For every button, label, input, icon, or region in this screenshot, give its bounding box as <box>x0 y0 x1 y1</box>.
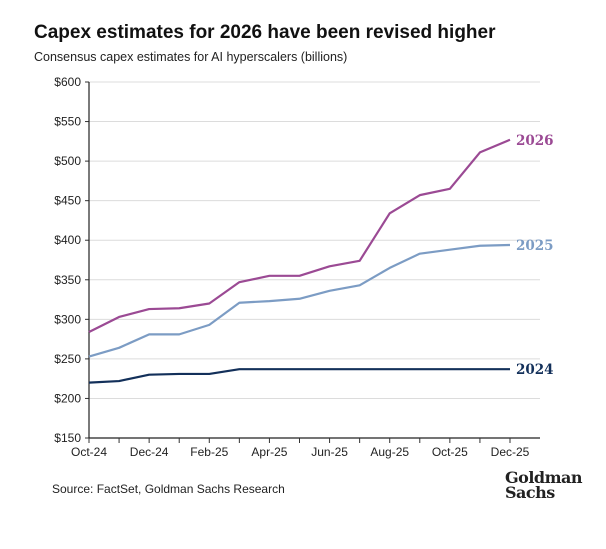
series-line-2024 <box>88 368 510 384</box>
chart-title: Capex estimates for 2026 have been revis… <box>34 22 496 43</box>
x-tick-label: Oct-25 <box>432 445 468 459</box>
series-line-2026 <box>88 138 511 333</box>
y-tick-label: $450 <box>54 194 81 208</box>
x-tick-label: Apr-25 <box>251 445 287 459</box>
y-tick-label: $300 <box>54 312 81 326</box>
series-label-2024: 2024 <box>516 362 554 378</box>
x-tick-label: Feb-25 <box>190 445 228 459</box>
series-label-2025: 2025 <box>516 238 554 254</box>
series-label-2026: 2026 <box>516 133 554 149</box>
y-tick-label: $600 <box>54 75 81 89</box>
logo-line2: Sachs <box>505 483 555 502</box>
goldman-sachs-logo: Goldman Sachs <box>505 468 583 502</box>
y-tick-label: $400 <box>54 233 81 247</box>
y-tick-label: $500 <box>54 154 81 168</box>
source-note: Source: FactSet, Goldman Sachs Research <box>52 482 285 496</box>
chart-subtitle: Consensus capex estimates for AI hypersc… <box>34 50 348 64</box>
logo-line1: Goldman <box>505 468 583 487</box>
x-tick-label: Dec-24 <box>130 445 169 459</box>
y-tick-label: $200 <box>54 391 81 405</box>
x-tick-label: Aug-25 <box>370 445 409 459</box>
series-line-2025 <box>88 243 511 358</box>
y-tick-label: $550 <box>54 115 81 129</box>
y-tick-label: $150 <box>54 431 81 445</box>
x-tick-label: Oct-24 <box>71 445 107 459</box>
y-tick-label: $350 <box>54 273 81 287</box>
x-tick-label: Jun-25 <box>311 445 348 459</box>
x-tick-label: Dec-25 <box>491 445 530 459</box>
y-tick-label: $250 <box>54 352 81 366</box>
